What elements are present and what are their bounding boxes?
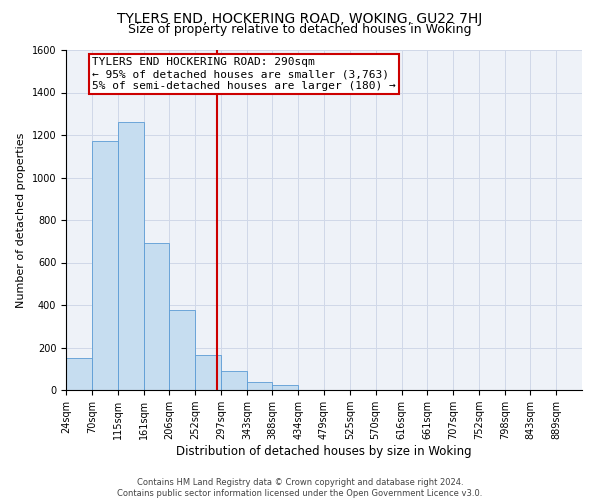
Bar	[169, 310, 195, 390]
Bar	[118, 122, 143, 390]
Bar	[92, 142, 118, 390]
Bar	[143, 244, 169, 390]
Text: Size of property relative to detached houses in Woking: Size of property relative to detached ho…	[128, 22, 472, 36]
Bar	[195, 355, 221, 390]
Text: Contains HM Land Registry data © Crown copyright and database right 2024.
Contai: Contains HM Land Registry data © Crown c…	[118, 478, 482, 498]
Text: TYLERS END, HOCKERING ROAD, WOKING, GU22 7HJ: TYLERS END, HOCKERING ROAD, WOKING, GU22…	[118, 12, 482, 26]
Bar	[272, 386, 298, 390]
Y-axis label: Number of detached properties: Number of detached properties	[16, 132, 26, 308]
Bar	[221, 371, 247, 390]
Bar	[247, 382, 272, 390]
Text: TYLERS END HOCKERING ROAD: 290sqm
← 95% of detached houses are smaller (3,763)
5: TYLERS END HOCKERING ROAD: 290sqm ← 95% …	[92, 58, 396, 90]
X-axis label: Distribution of detached houses by size in Woking: Distribution of detached houses by size …	[176, 445, 472, 458]
Bar	[66, 358, 92, 390]
